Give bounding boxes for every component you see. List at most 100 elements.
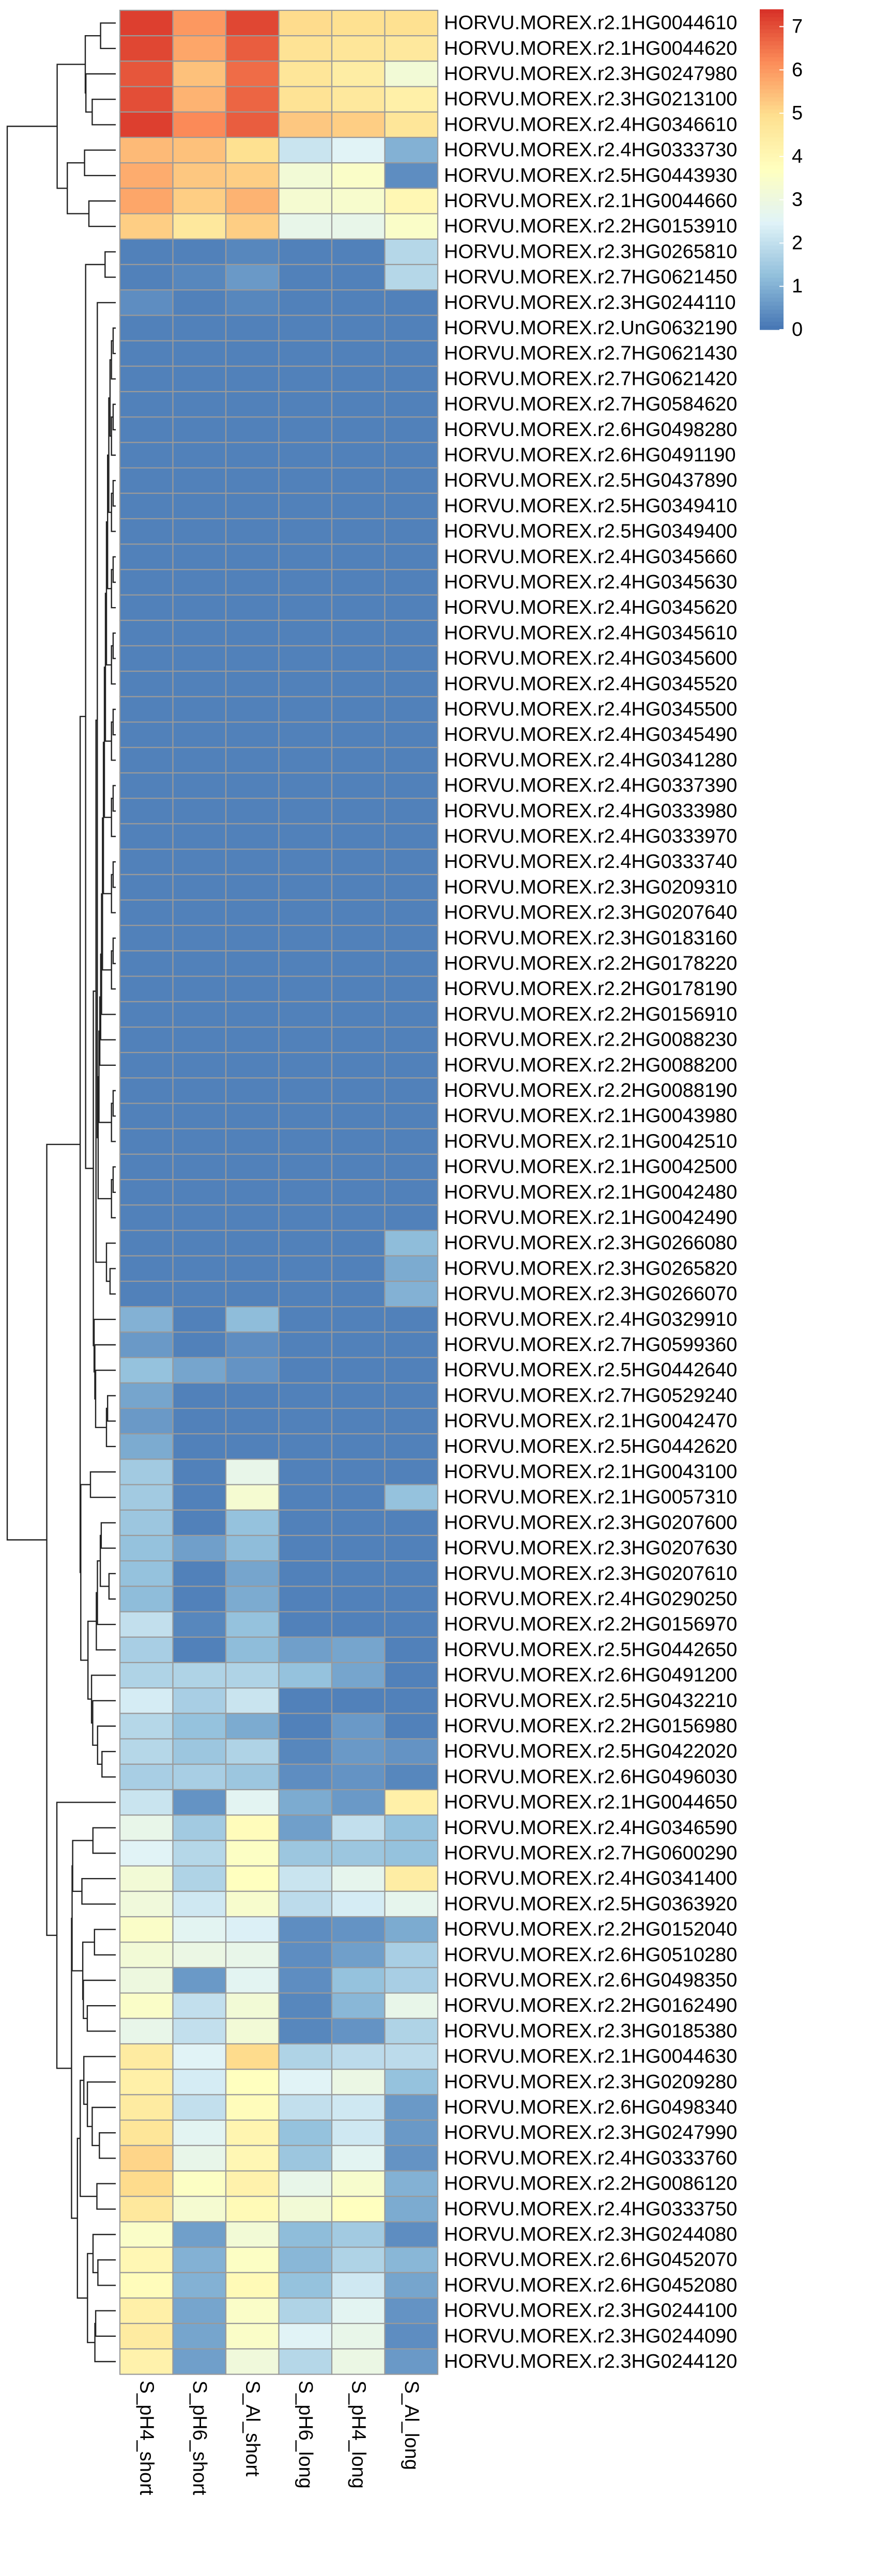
- heatmap-cell: [384, 1280, 439, 1308]
- heatmap-cell: [278, 2069, 333, 2096]
- legend-color-segment: [760, 237, 784, 242]
- heatmap-cell: [119, 238, 174, 266]
- heatmap-cell: [119, 467, 174, 494]
- heatmap-cell: [225, 925, 280, 952]
- heatmap-cell: [119, 569, 174, 596]
- heatmap-cell: [225, 86, 280, 113]
- heatmap-cell: [119, 315, 174, 342]
- heatmap-cell: [172, 1789, 227, 1816]
- heatmap-cell: [331, 2094, 386, 2121]
- legend-color-segment: [760, 257, 784, 262]
- heatmap-cell: [119, 975, 174, 1002]
- heatmap-cell: [331, 1484, 386, 1511]
- row-label: HORVU.MOREX.r2.5HG0442620: [444, 1436, 737, 1457]
- heatmap-cell: [119, 1942, 174, 1968]
- heatmap-cell: [331, 1814, 386, 1841]
- heatmap-cell: [384, 86, 439, 113]
- legend-color-segment: [760, 250, 784, 254]
- legend-color-segment: [760, 89, 784, 94]
- heatmap-cell: [172, 2272, 227, 2299]
- legend-color-segment: [760, 301, 784, 306]
- heatmap-cell: [331, 1153, 386, 1181]
- heatmap-cell: [225, 1840, 280, 1867]
- heatmap-cell: [225, 391, 280, 418]
- row-label: HORVU.MOREX.r2.7HG0621450: [444, 267, 737, 288]
- row-label: HORVU.MOREX.r2.4HG0345620: [444, 597, 737, 618]
- heatmap-cell: [225, 1357, 280, 1384]
- heatmap-cell: [278, 136, 333, 164]
- row-label: HORVU.MOREX.r2.4HG0345520: [444, 673, 737, 695]
- color-legend: 0 1 2 3 4 5 6 7: [760, 9, 803, 340]
- heatmap-cell: [384, 721, 439, 748]
- row-label: HORVU.MOREX.r2.2HG0088230: [444, 1029, 737, 1051]
- legend-color-segment: [760, 285, 784, 290]
- heatmap-cell: [331, 1687, 386, 1714]
- heatmap-cell: [119, 2297, 174, 2324]
- heatmap-cell: [278, 2221, 333, 2248]
- heatmap-cell: [172, 518, 227, 545]
- row-label: HORVU.MOREX.r2.3HG0247980: [444, 63, 737, 85]
- heatmap-cell: [119, 1433, 174, 1460]
- heatmap-cell: [278, 899, 333, 926]
- row-label: HORVU.MOREX.r2.1HG0044620: [444, 38, 737, 59]
- heatmap-cell: [384, 594, 439, 621]
- heatmap-cell: [331, 442, 386, 469]
- legend-color-segment: [760, 269, 784, 274]
- heatmap-cell: [331, 1662, 386, 1689]
- heatmap-cell: [172, 1738, 227, 1765]
- heatmap-cell: [225, 2018, 280, 2045]
- heatmap-cell: [278, 1230, 333, 1256]
- heatmap-cell: [119, 899, 174, 926]
- heatmap-cell: [119, 2348, 174, 2375]
- heatmap-cell: [384, 874, 439, 901]
- heatmap-cell: [172, 391, 227, 418]
- legend-color-segment: [760, 241, 784, 246]
- row-label: HORVU.MOREX.r2.4HG0290250: [444, 1588, 737, 1610]
- heatmap-cell: [384, 569, 439, 596]
- heatmap-cell: [331, 2297, 386, 2324]
- heatmap-cell: [278, 975, 333, 1002]
- heatmap-cell: [278, 696, 333, 723]
- row-label: HORVU.MOREX.r2.4HG0333750: [444, 2198, 737, 2220]
- heatmap-cell: [172, 2297, 227, 2324]
- row-label: HORVU.MOREX.r2.2HG0088200: [444, 1054, 737, 1076]
- legend-tick-label: 6: [792, 59, 803, 81]
- heatmap-cell: [278, 416, 333, 443]
- row-label: HORVU.MOREX.r2.6HG0498280: [444, 419, 737, 441]
- heatmap-cell: [172, 1534, 227, 1562]
- heatmap-cell: [278, 60, 333, 87]
- heatmap-cell: [225, 1458, 280, 1485]
- row-label: HORVU.MOREX.r2.UnG0632190: [444, 317, 737, 339]
- legend-color-segment: [760, 165, 784, 170]
- heatmap-cell: [119, 1052, 174, 1079]
- row-label: HORVU.MOREX.r2.1HG0044660: [444, 190, 737, 212]
- heatmap-cell: [384, 1230, 439, 1256]
- legend-color-segment: [760, 49, 784, 54]
- heatmap-cell: [172, 1230, 227, 1256]
- heatmap-cell: [172, 2196, 227, 2223]
- legend-tick-label: 2: [792, 232, 803, 254]
- heatmap-cell: [119, 86, 174, 113]
- heatmap-cell: [172, 1153, 227, 1181]
- heatmap-cell: [331, 1916, 386, 1943]
- heatmap-cell: [331, 2196, 386, 2223]
- heatmap-cell: [331, 86, 386, 113]
- heatmap-cell: [119, 1484, 174, 1511]
- heatmap-cell: [119, 1586, 174, 1612]
- heatmap-cell: [331, 823, 386, 850]
- heatmap-cell: [172, 747, 227, 774]
- legend-color-segment: [760, 121, 784, 126]
- column-label: S_pH4_long: [347, 2381, 369, 2489]
- heatmap-cell: [384, 1103, 439, 1129]
- row-label: HORVU.MOREX.r2.2HG0156980: [444, 1715, 737, 1737]
- heatmap-cell: [278, 2170, 333, 2197]
- row-label: HORVU.MOREX.r2.3HG0209280: [444, 2071, 737, 2093]
- column-label: S_pH6_long: [295, 2381, 316, 2489]
- heatmap-cell: [278, 9, 333, 37]
- heatmap-cell: [278, 1331, 333, 1358]
- heatmap-cell: [384, 1942, 439, 1968]
- heatmap-cell: [225, 2145, 280, 2172]
- heatmap-cell: [225, 1992, 280, 2019]
- heatmap-cell: [172, 492, 227, 520]
- heatmap-cell: [331, 950, 386, 977]
